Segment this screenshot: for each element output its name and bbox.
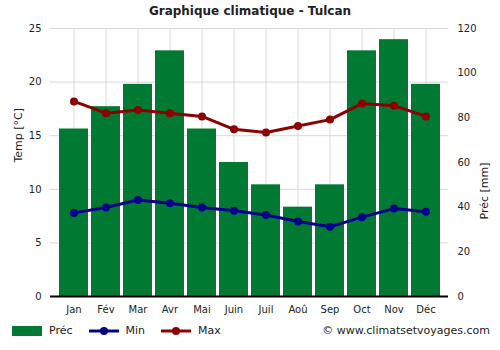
svg-text:5: 5	[35, 237, 41, 248]
svg-text:Nov: Nov	[384, 304, 404, 315]
html-text:Min: Min	[125, 324, 146, 337]
svg-text:Déc: Déc	[416, 304, 435, 315]
svg-text:60: 60	[458, 157, 471, 168]
svg-text:120: 120	[458, 23, 477, 34]
svg-text:100: 100	[458, 67, 477, 78]
svg-text:0: 0	[458, 291, 464, 302]
svg-text:Mar: Mar	[129, 304, 149, 315]
svg-text:Oct: Oct	[353, 304, 370, 315]
html-text:© www.climatsetvoyages.com: © www.climatsetvoyages.com	[322, 324, 490, 337]
svg-text:15: 15	[29, 130, 42, 141]
svg-text:Mai: Mai	[193, 304, 211, 315]
svg-text:40: 40	[458, 201, 471, 212]
svg-text:Juin: Juin	[224, 304, 243, 315]
svg-text:Aoû: Aoû	[288, 304, 307, 315]
svg-text:Jan: Jan	[65, 304, 81, 315]
html-text:Préc: Préc	[49, 324, 73, 337]
html-text:Max: Max	[198, 324, 221, 337]
svg-text:20: 20	[29, 76, 42, 87]
svg-text:10: 10	[29, 184, 42, 195]
html-text:Graphique climatique - Tulcan: Graphique climatique - Tulcan	[148, 4, 352, 18]
svg-text:Préc [mm]: Préc [mm]	[478, 163, 491, 220]
svg-text:80: 80	[458, 112, 471, 123]
svg-text:20: 20	[458, 246, 471, 257]
svg-text:Temp [°C]: Temp [°C]	[12, 108, 25, 164]
svg-text:0: 0	[35, 291, 41, 302]
svg-text:Avr: Avr	[162, 304, 179, 315]
svg-text:Sep: Sep	[321, 304, 340, 315]
svg-text:Fév: Fév	[97, 304, 114, 315]
svg-text:25: 25	[29, 23, 42, 34]
svg-text:Juil: Juil	[258, 304, 274, 315]
